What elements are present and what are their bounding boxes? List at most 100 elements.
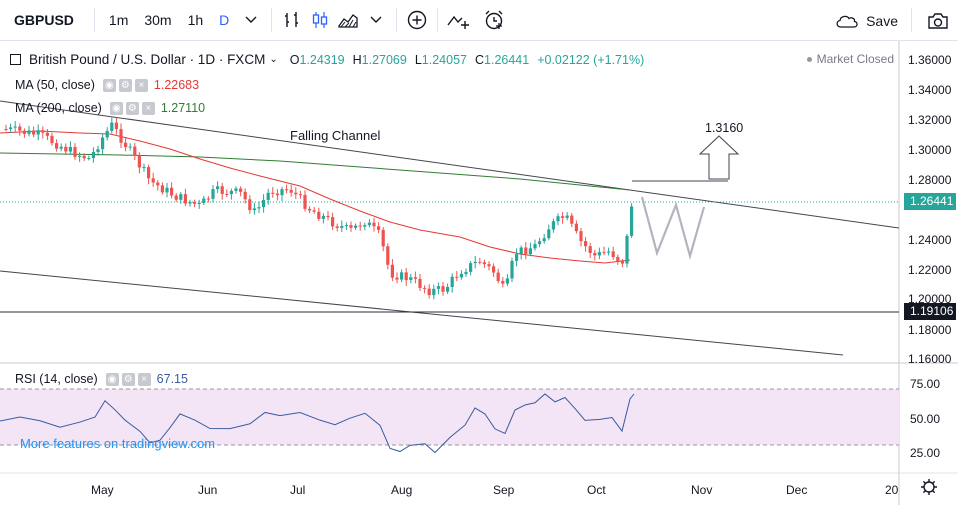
chevron-down-icon[interactable]: ⌄ (269, 54, 278, 65)
time-label: May (91, 483, 114, 497)
candle-body (390, 264, 394, 278)
candle-body (91, 152, 95, 159)
candle-body (183, 194, 187, 204)
save-button[interactable]: Save (834, 0, 898, 41)
target-label: 1.3160 (705, 121, 743, 135)
interval-1h[interactable]: 1h (187, 12, 204, 28)
camera-icon[interactable] (924, 7, 952, 35)
candle-body (584, 241, 588, 247)
candle-body (179, 194, 183, 200)
price-tick: 1.28000 (908, 173, 952, 187)
series-title[interactable]: British Pound / U.S. Dollar · 1D · FXCM (29, 52, 266, 67)
symbol-search[interactable]: GBPUSD (14, 12, 74, 28)
candle-body (280, 189, 284, 196)
interval-1m[interactable]: 1m (108, 12, 129, 28)
rsi-tick: 75.00 (910, 377, 940, 391)
candle-body (82, 155, 86, 159)
chevron-down-icon[interactable] (362, 6, 390, 34)
tradingview-link[interactable]: More features on tradingview.com (20, 436, 216, 451)
w-pattern-drawing[interactable] (640, 196, 706, 261)
close-icon[interactable]: × (134, 78, 148, 92)
time-label: Dec (786, 483, 807, 497)
ma200-title[interactable]: MA (200, close) (15, 101, 102, 115)
candle-body (312, 210, 316, 212)
chart-area[interactable]: Falling Channel 1.3160 1.36000 1.34000 1… (0, 41, 958, 505)
gear-icon[interactable]: ⚙ (125, 101, 139, 115)
rsi-tick: 25.00 (910, 446, 940, 460)
compare-icon[interactable] (444, 6, 472, 34)
price-tick: 1.20000 (908, 292, 952, 306)
candle-body (570, 215, 574, 224)
candle-body (574, 223, 578, 232)
candle-body (303, 194, 307, 209)
close-icon[interactable]: × (141, 101, 155, 115)
candle-body (248, 199, 252, 211)
time-label: Nov (691, 483, 712, 497)
candle-body (478, 261, 482, 263)
candle-body (64, 146, 68, 152)
time-label: Jul (290, 483, 305, 497)
candle-body (87, 158, 91, 160)
candle-body (482, 262, 486, 265)
candle-body (349, 225, 353, 228)
collapse-icon[interactable] (10, 54, 21, 65)
toolbar-divider (93, 8, 95, 32)
ma50-legend: MA (50, close) ◉ ⚙ × 1.22683 (15, 78, 199, 92)
time-label: Aug (391, 483, 412, 497)
eye-icon[interactable]: ◉ (105, 372, 119, 386)
candle-body (611, 251, 615, 258)
gear-icon[interactable]: ⚙ (118, 78, 132, 92)
price-tick: 1.32000 (908, 113, 952, 127)
candle-body (239, 188, 243, 192)
cloud-icon (836, 15, 858, 28)
candle-body (515, 254, 519, 261)
candle-body (358, 225, 362, 227)
close-icon[interactable]: × (137, 372, 151, 386)
candle-body (441, 286, 445, 292)
rsi-title[interactable]: RSI (14, close) (15, 372, 98, 386)
candle-body (193, 201, 197, 204)
channel-upper-line[interactable] (0, 100, 900, 229)
settings-gear-icon[interactable] (921, 479, 937, 495)
alert-icon[interactable] (480, 6, 508, 34)
area-style-icon[interactable] (334, 6, 362, 34)
chevron-down-icon[interactable] (237, 6, 265, 34)
candle-body (400, 272, 404, 280)
low-value: 1.24057 (421, 52, 467, 67)
eye-icon[interactable]: ◉ (102, 78, 116, 92)
interval-30m[interactable]: 30m (144, 12, 172, 28)
open-label: O (289, 52, 300, 67)
price-tick: 1.36000 (908, 53, 952, 67)
candle-body (432, 288, 436, 296)
price-tick: 1.30000 (908, 143, 952, 157)
eye-icon[interactable]: ◉ (109, 101, 123, 115)
candle-body (119, 129, 123, 143)
candle-body (625, 235, 629, 264)
time-label: 20 (885, 483, 899, 497)
candle-body (114, 122, 118, 130)
candle-body (257, 207, 261, 209)
gear-icon[interactable]: ⚙ (121, 372, 135, 386)
status-dot (806, 57, 812, 63)
add-indicator-icon[interactable] (403, 6, 431, 34)
candle-body (105, 130, 109, 138)
interval-d[interactable]: D (219, 12, 230, 28)
candle-body (630, 206, 634, 236)
rsi-band (0, 389, 899, 445)
candle-body (4, 129, 8, 130)
support-price-tag: 1.19106 (904, 303, 956, 320)
up-arrow-drawing[interactable] (698, 135, 740, 180)
candle-body (524, 247, 528, 255)
candles-style-icon[interactable] (306, 6, 334, 34)
candlestick-series[interactable] (4, 117, 634, 300)
ma200-line[interactable] (0, 152, 631, 191)
candle-body (68, 146, 72, 152)
ma50-title[interactable]: MA (50, close) (15, 78, 95, 92)
candle-body (542, 238, 546, 242)
bars-style-icon[interactable] (278, 6, 306, 34)
candle-body (556, 216, 560, 222)
market-status: Market Closed (806, 52, 894, 66)
rsi-line[interactable] (0, 393, 635, 454)
channel-lower-line[interactable] (0, 270, 844, 356)
channel-label: Falling Channel (290, 128, 380, 143)
